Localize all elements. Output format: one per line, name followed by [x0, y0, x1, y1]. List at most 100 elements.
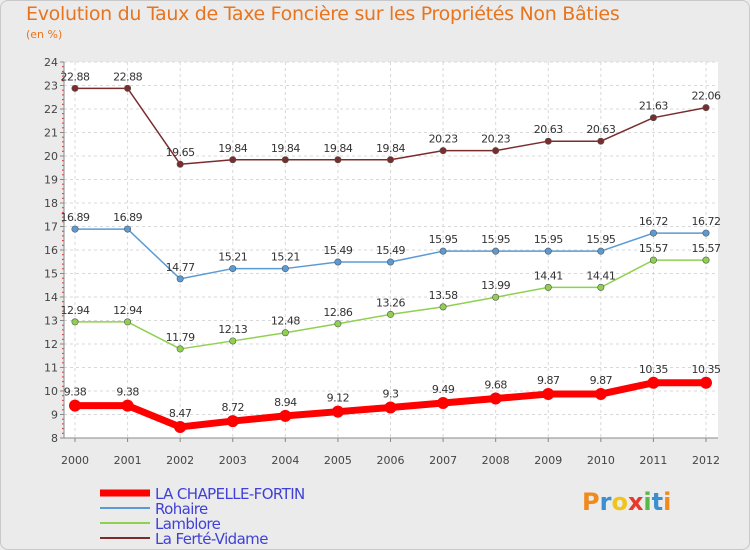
data-point [439, 303, 447, 311]
data-label: 22.88 [61, 70, 90, 83]
data-point [281, 329, 289, 337]
data-point [71, 84, 79, 92]
data-point [281, 265, 289, 273]
data-label: 14.77 [166, 261, 195, 274]
data-label: 19.65 [166, 146, 195, 159]
data-point [121, 399, 134, 412]
y-tick-label: 22 [44, 103, 58, 116]
data-label: 15.21 [271, 251, 300, 264]
x-tick-label: 2010 [587, 454, 615, 467]
data-point [176, 160, 184, 168]
logo-letter: P [582, 488, 600, 516]
proxiti-logo: Proxiti [582, 488, 671, 516]
data-label: 9.38 [64, 386, 87, 399]
data-point [597, 137, 605, 145]
data-point [702, 229, 710, 237]
data-label: 12.86 [323, 306, 352, 319]
data-point [334, 156, 342, 164]
data-label: 15.21 [218, 251, 247, 264]
data-label: 15.95 [429, 233, 458, 246]
data-label: 15.95 [481, 233, 510, 246]
data-point [229, 337, 237, 345]
data-label: 15.95 [534, 233, 563, 246]
data-label: 9.12 [327, 392, 350, 405]
x-tick-label: 2006 [377, 454, 405, 467]
data-label: 22.88 [113, 70, 142, 83]
data-point [386, 310, 394, 318]
x-tick-label: 2000 [61, 454, 89, 467]
data-label: 19.84 [271, 142, 300, 155]
data-point [544, 283, 552, 291]
data-label: 16.72 [692, 215, 721, 228]
data-point [71, 318, 79, 326]
data-label: 12.94 [61, 304, 90, 317]
logo-letter: t [651, 488, 664, 516]
data-point [71, 225, 79, 233]
data-label: 20.23 [429, 133, 458, 146]
data-point [229, 265, 237, 273]
y-tick-label: 11 [44, 362, 58, 375]
data-point [229, 156, 237, 164]
x-tick-label: 2007 [429, 454, 457, 467]
data-point [492, 293, 500, 301]
legend-label-1: Rohaire [155, 500, 208, 518]
data-label: 13.99 [481, 279, 510, 292]
y-tick-label: 21 [44, 127, 58, 140]
x-tick-label: 2002 [166, 454, 194, 467]
data-point [176, 275, 184, 283]
data-point [174, 420, 187, 433]
data-point [597, 283, 605, 291]
data-label: 8.94 [274, 396, 297, 409]
data-point [386, 156, 394, 164]
data-label: 8.72 [222, 401, 245, 414]
data-point [594, 388, 607, 401]
data-point [437, 396, 450, 409]
data-point [279, 409, 292, 422]
data-label: 9.87 [537, 374, 560, 387]
data-labels: 22.88 22.88 19.65 19.84 19.84 19.84 19.84 20.23… [61, 70, 722, 420]
data-label: 15.95 [586, 233, 615, 246]
x-tick-label: 2004 [271, 454, 299, 467]
data-label: 15.49 [376, 244, 405, 257]
data-point [334, 258, 342, 266]
data-label: 20.63 [586, 123, 615, 136]
y-tick-label: 23 [44, 80, 58, 93]
data-point [489, 392, 502, 405]
y-tick-label: 24 [44, 56, 58, 69]
data-label: 22.06 [692, 90, 721, 103]
data-label: 12.13 [218, 323, 247, 336]
data-label: 12.94 [113, 304, 142, 317]
data-label: 20.63 [534, 123, 563, 136]
data-point [124, 225, 132, 233]
data-label: 15.49 [323, 244, 352, 257]
data-point [439, 147, 447, 155]
data-point [331, 405, 344, 418]
y-tick-label: 13 [44, 315, 58, 328]
data-label: 19.84 [218, 142, 247, 155]
data-point [649, 256, 657, 264]
y-tick-label: 18 [44, 197, 58, 210]
data-point [492, 247, 500, 255]
x-tick-label: 2008 [482, 454, 510, 467]
data-label: 14.41 [586, 269, 615, 282]
x-tick-label: 2003 [219, 454, 247, 467]
legend-label-0: LA CHAPELLE-FORTIN [155, 485, 305, 503]
data-point [700, 376, 712, 389]
y-tick-label: 20 [44, 150, 58, 163]
data-point [542, 388, 555, 401]
x-tick-label: 2005 [324, 454, 352, 467]
data-point [334, 320, 342, 328]
y-tick-label: 14 [44, 291, 58, 304]
data-label: 9.38 [116, 386, 139, 399]
data-point [386, 258, 394, 266]
data-label: 9.3 [383, 387, 399, 400]
data-point [649, 114, 657, 122]
y-tick-label: 15 [44, 268, 58, 281]
grid [64, 61, 718, 439]
data-label: 15.57 [692, 242, 721, 255]
data-point [226, 415, 239, 428]
data-label: 16.89 [113, 211, 142, 224]
logo-letter: o [611, 488, 628, 516]
data-point [702, 104, 710, 112]
y-tick-label: 16 [44, 244, 58, 257]
